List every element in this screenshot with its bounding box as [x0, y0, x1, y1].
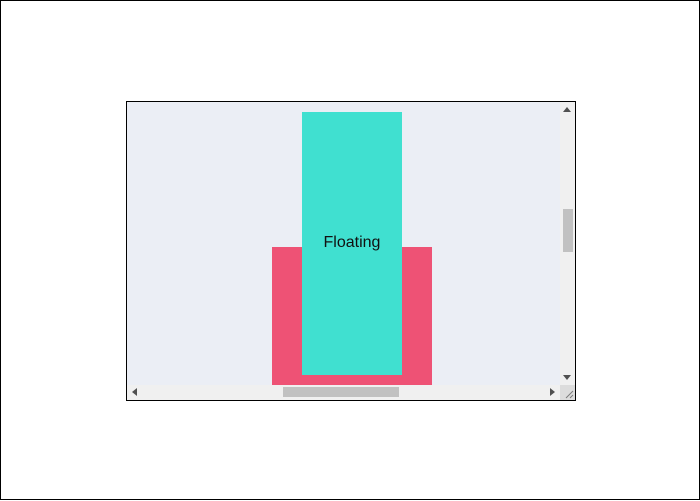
horizontal-scroll-thumb[interactable]	[283, 387, 399, 397]
scroll-container[interactable]: Floating	[126, 101, 576, 401]
floating-label: Floating	[323, 234, 381, 251]
resize-grip-icon[interactable]	[560, 385, 575, 400]
vertical-scrollbar[interactable]	[560, 102, 575, 385]
vertical-scroll-thumb[interactable]	[563, 209, 573, 252]
scroll-left-arrow-icon[interactable]	[132, 388, 137, 396]
scroll-up-arrow-icon[interactable]	[563, 107, 571, 112]
scroll-down-arrow-icon[interactable]	[563, 375, 571, 380]
scroll-right-arrow-icon[interactable]	[550, 388, 555, 396]
horizontal-scrollbar[interactable]	[127, 385, 560, 400]
floating-block: Floating	[302, 112, 402, 375]
